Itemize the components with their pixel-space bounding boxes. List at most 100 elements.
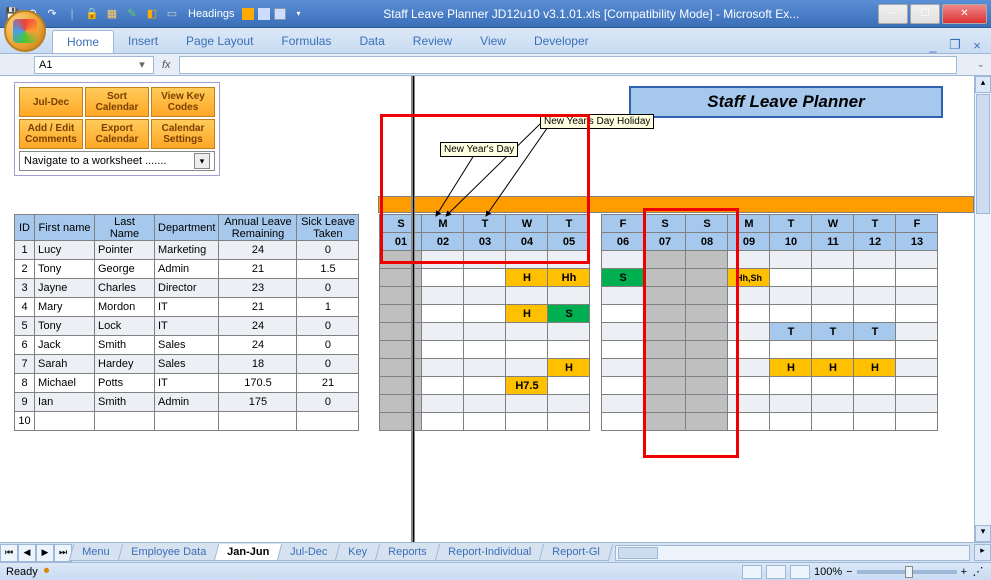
calendar-cell[interactable]: S: [602, 269, 644, 287]
calendar-cell[interactable]: [812, 413, 854, 431]
calendar-cell[interactable]: Hh,Sh: [728, 269, 770, 287]
scroll-thumb[interactable]: [976, 94, 990, 214]
calendar-cell[interactable]: [464, 269, 506, 287]
calendar-cell[interactable]: [380, 341, 422, 359]
calendar-cell[interactable]: [728, 287, 770, 305]
ribbon-close-icon[interactable]: ×: [969, 37, 985, 53]
ribbon-minimize-icon[interactable]: _: [925, 37, 941, 53]
calendar-cell[interactable]: [644, 269, 686, 287]
office-button[interactable]: [4, 10, 46, 52]
calendar-cell[interactable]: [854, 251, 896, 269]
tab-first-icon[interactable]: ⏮: [0, 544, 18, 562]
calendar-cell[interactable]: [770, 395, 812, 413]
ribbon-tab-data[interactable]: Data: [345, 30, 398, 53]
calendar-cell[interactable]: T: [770, 323, 812, 341]
calendar-cell[interactable]: [380, 377, 422, 395]
calendar-cell[interactable]: [686, 359, 728, 377]
tab-next-icon[interactable]: ▶: [36, 544, 54, 562]
calendar-cell[interactable]: [854, 413, 896, 431]
calendar-cell[interactable]: [506, 395, 548, 413]
view2-icon[interactable]: [258, 8, 270, 20]
calendar-cell[interactable]: [896, 323, 938, 341]
calendar-cell[interactable]: [380, 287, 422, 305]
vertical-scrollbar[interactable]: ▴ ▾: [974, 76, 991, 542]
ribbon-tab-view[interactable]: View: [466, 30, 520, 53]
calendar-cell[interactable]: [728, 395, 770, 413]
calendar-cell[interactable]: [770, 413, 812, 431]
calendar-cell[interactable]: [464, 323, 506, 341]
navigate-combo[interactable]: Navigate to a worksheet ....... ▾: [19, 151, 215, 171]
calendar-cell[interactable]: [644, 305, 686, 323]
calendar-row[interactable]: TTT: [380, 323, 938, 341]
calendar-cell[interactable]: [548, 413, 590, 431]
calendar-cell[interactable]: [812, 287, 854, 305]
calendar-cell[interactable]: [380, 305, 422, 323]
name-box[interactable]: A1 ▾: [34, 56, 154, 74]
calendar-cell[interactable]: H: [770, 359, 812, 377]
calendar-cell[interactable]: [644, 395, 686, 413]
sheet-tab-jan-jun[interactable]: Jan-Jun: [213, 544, 282, 561]
calendar-cell[interactable]: [896, 251, 938, 269]
calendar-cell[interactable]: [812, 377, 854, 395]
calendar-row[interactable]: [380, 251, 938, 269]
ctrl-btn-add-edit-comments[interactable]: Add / Edit Comments: [19, 119, 83, 149]
calendar-cell[interactable]: [854, 305, 896, 323]
calendar-cell[interactable]: [686, 269, 728, 287]
calendar-cell[interactable]: [728, 305, 770, 323]
calendar-row[interactable]: [380, 413, 938, 431]
table-row[interactable]: 5TonyLockIT240: [15, 317, 359, 336]
calendar-cell[interactable]: [770, 305, 812, 323]
calendar-cell[interactable]: T: [854, 323, 896, 341]
calendar-cell[interactable]: [464, 413, 506, 431]
calendar-cell[interactable]: [728, 251, 770, 269]
hscroll-thumb[interactable]: [618, 547, 658, 559]
calendar-cell[interactable]: [464, 377, 506, 395]
calendar-cell[interactable]: [854, 341, 896, 359]
tab-prev-icon[interactable]: ◀: [18, 544, 36, 562]
calendar-cell[interactable]: [728, 323, 770, 341]
table-row[interactable]: 6JackSmithSales240: [15, 336, 359, 355]
lock-icon[interactable]: 🔒: [84, 6, 100, 22]
calendar-cell[interactable]: [602, 323, 644, 341]
redo-icon[interactable]: ↷: [44, 6, 60, 22]
calendar-cell[interactable]: [644, 251, 686, 269]
calendar-cell[interactable]: [506, 341, 548, 359]
zoom-out-icon[interactable]: −: [846, 566, 852, 578]
calendar-cell[interactable]: [464, 395, 506, 413]
close-button[interactable]: ✕: [942, 4, 987, 24]
calendar-cell[interactable]: [854, 377, 896, 395]
calendar-cell[interactable]: [602, 305, 644, 323]
calendar-cell[interactable]: [464, 251, 506, 269]
calendar-cell[interactable]: [602, 341, 644, 359]
calendar-cell[interactable]: [770, 377, 812, 395]
calendar-cell[interactable]: [506, 413, 548, 431]
zoom-thumb[interactable]: [905, 566, 913, 578]
calendar-row[interactable]: [380, 287, 938, 305]
calendar-row[interactable]: HHHH: [380, 359, 938, 377]
fx-icon[interactable]: fx: [162, 59, 171, 71]
calendar-cell[interactable]: [548, 251, 590, 269]
calendar-cell[interactable]: [644, 413, 686, 431]
tool2-icon[interactable]: ✎: [124, 6, 140, 22]
calendar-cell[interactable]: [506, 323, 548, 341]
calendar-cell[interactable]: [896, 305, 938, 323]
calendar-cell[interactable]: [896, 359, 938, 377]
view-layout-icon[interactable]: [766, 565, 786, 579]
calendar-cell[interactable]: Hh: [548, 269, 590, 287]
macro-record-icon[interactable]: ⏺: [44, 565, 50, 578]
calendar-cell[interactable]: [896, 377, 938, 395]
calendar-cell[interactable]: [686, 323, 728, 341]
calendar-cell[interactable]: [602, 395, 644, 413]
calendar-row[interactable]: HS: [380, 305, 938, 323]
ribbon-tab-insert[interactable]: Insert: [114, 30, 172, 53]
calendar-cell[interactable]: [644, 377, 686, 395]
calendar-cell[interactable]: [896, 395, 938, 413]
table-row[interactable]: 7SarahHardeySales180: [15, 355, 359, 374]
calendar-cell[interactable]: [854, 287, 896, 305]
calendar-cell[interactable]: [812, 251, 854, 269]
calendar-cell[interactable]: [896, 413, 938, 431]
calendar-row[interactable]: H7.5: [380, 377, 938, 395]
calendar-cell[interactable]: [854, 395, 896, 413]
calendar-cell[interactable]: H: [506, 269, 548, 287]
calendar-row[interactable]: HHh S Hh,Sh: [380, 269, 938, 287]
